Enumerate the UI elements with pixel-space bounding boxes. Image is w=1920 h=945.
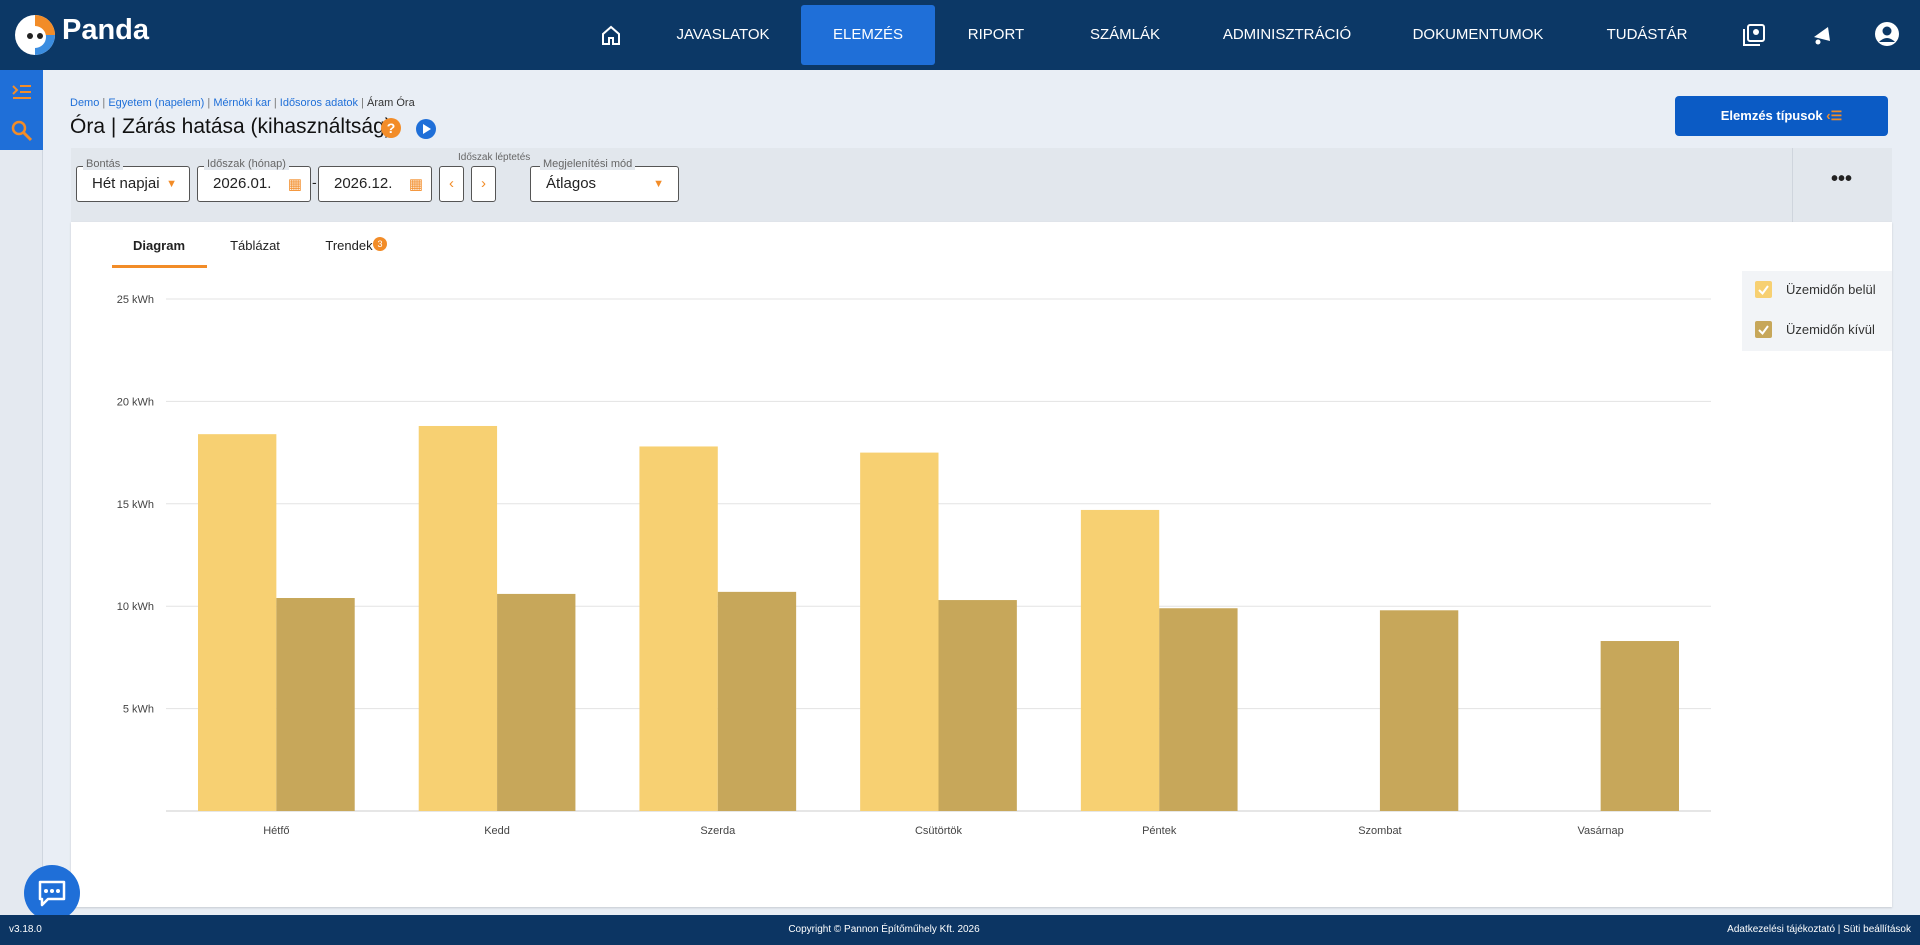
search-icon[interactable]: [11, 120, 33, 142]
button-label: Elemzés típusok: [1720, 108, 1823, 123]
sidebar: [0, 70, 43, 915]
y-tick-label: 10 kWh: [117, 601, 154, 613]
period-from[interactable]: 2026.01. ▦: [197, 166, 311, 202]
tab[interactable]: Táblázat: [230, 238, 280, 253]
breadcrumb-current: Áram Óra: [367, 97, 415, 109]
field-label: Időszak (hónap): [204, 158, 289, 170]
bar: [860, 452, 939, 811]
nav-item[interactable]: RIPORT: [967, 26, 1025, 43]
select-value: Átlagos: [546, 175, 597, 192]
legend-label[interactable]: Üzemidőn kívül: [1786, 322, 1875, 337]
y-tick-label: 15 kWh: [117, 499, 154, 511]
x-tick-label: Szombat: [1358, 825, 1401, 837]
x-tick-label: Szerda: [700, 825, 736, 837]
breadcrumb-link[interactable]: Egyetem (napelem): [108, 97, 205, 109]
copyright: Copyright © Pannon Építőműhely Kft. 2026: [788, 924, 980, 935]
notification-icon[interactable]: [1810, 23, 1834, 47]
y-tick-label: 20 kWh: [117, 396, 154, 408]
breadcrumb-link[interactable]: Mérnöki kar: [213, 97, 271, 109]
select-value: Hét napjai: [92, 175, 160, 192]
bar: [938, 600, 1017, 811]
home-icon[interactable]: [600, 24, 622, 46]
legend-swatch[interactable]: [1755, 321, 1772, 338]
page-title: Óra | Zárás hatása (kihasználtság): [70, 115, 392, 138]
breakdown-select[interactable]: Hét napjai ▼: [76, 166, 190, 202]
field-label: Bontás: [83, 158, 124, 170]
tab[interactable]: Trendek: [325, 238, 373, 253]
footer: v3.18.0 Copyright © Pannon Építőműhely K…: [0, 915, 1920, 945]
legend-label[interactable]: Üzemidőn belül: [1786, 282, 1876, 297]
tab-badge: 3: [373, 237, 387, 251]
bar: [276, 598, 355, 811]
tab[interactable]: Diagram: [132, 238, 186, 253]
nav-item[interactable]: ELEMZÉS: [832, 26, 904, 43]
menu-icon[interactable]: [11, 83, 33, 101]
analysis-types-button[interactable]: Elemzés típusok ‹☰: [1675, 96, 1888, 136]
footer-link[interactable]: Süti beállítások: [1843, 924, 1911, 935]
bar: [639, 446, 718, 811]
field-label: Időszak léptetés: [455, 152, 534, 163]
next-period[interactable]: ›: [471, 166, 496, 202]
prev-period[interactable]: ‹: [439, 166, 464, 202]
version: v3.18.0: [9, 924, 42, 935]
help-icon[interactable]: ?: [381, 118, 401, 138]
chart: 5 kWh 10 kWh 15 kWh 20 kWh 25 kWh Hétfő Kedd Sz…: [117, 294, 1711, 837]
bar: [1600, 641, 1679, 811]
bar: [717, 591, 797, 811]
date-value: 2026.12.: [334, 175, 393, 192]
y-tick-label: 25 kWh: [117, 294, 154, 306]
sidebar-tools: [0, 70, 43, 150]
more-button[interactable]: •••: [1831, 168, 1853, 190]
bar: [1159, 608, 1238, 811]
breadcrumb-link[interactable]: Demo: [70, 97, 100, 109]
nav-item[interactable]: DOKUMENTUMOK: [1412, 26, 1544, 43]
legend-swatch[interactable]: [1755, 281, 1772, 298]
nav-item[interactable]: TUDÁSTÁR: [1606, 26, 1688, 43]
x-tick-label: Kedd: [484, 825, 510, 837]
top-bar: Panda JAVASLATOK ELEMZÉS RIPORT SZÁMLÁK …: [0, 0, 1920, 70]
field-label: Megjelenítési mód: [540, 158, 636, 170]
nav-item[interactable]: ADMINISZTRÁCIÓ: [1222, 26, 1352, 43]
logo-text: Panda: [62, 14, 150, 46]
bar: [497, 593, 576, 811]
nav-item[interactable]: SZÁMLÁK: [1089, 26, 1161, 43]
x-tick-label: Péntek: [1142, 825, 1177, 837]
footer-link[interactable]: Adatkezelési tájékoztató: [1727, 924, 1836, 935]
x-tick-label: Csütörtök: [915, 825, 963, 837]
user-icon[interactable]: [1874, 21, 1900, 47]
y-tick-label: 5 kWh: [123, 704, 154, 716]
tab-underline: [112, 265, 207, 268]
bar: [198, 434, 277, 811]
bar: [1080, 509, 1160, 811]
nav-item[interactable]: JAVASLATOK: [676, 26, 770, 43]
period-to[interactable]: 2026.12. ▦: [318, 166, 432, 202]
x-tick-label: Vasárnap: [1578, 825, 1624, 837]
bar: [418, 425, 498, 811]
x-tick-label: Hétfő: [263, 825, 289, 837]
logo-icon: [15, 15, 55, 55]
svg-text:?: ?: [387, 120, 396, 136]
mode-select[interactable]: Átlagos ▼: [530, 166, 679, 202]
gallery-icon[interactable]: [1742, 23, 1766, 47]
filter-bar: Hét napjai ▼ Bontás 2026.01. ▦ Időszak (hó…: [71, 148, 1892, 222]
breadcrumb-link[interactable]: Idősoros adatok: [279, 97, 359, 109]
date-value: 2026.01.: [213, 175, 272, 192]
play-icon[interactable]: [416, 119, 436, 139]
bar: [1379, 610, 1459, 811]
active-nav-bg: [801, 5, 935, 65]
breadcrumb: Demo | Egyetem (napelem) | Mérnöki kar |…: [70, 97, 415, 109]
chat-button[interactable]: [24, 865, 80, 921]
